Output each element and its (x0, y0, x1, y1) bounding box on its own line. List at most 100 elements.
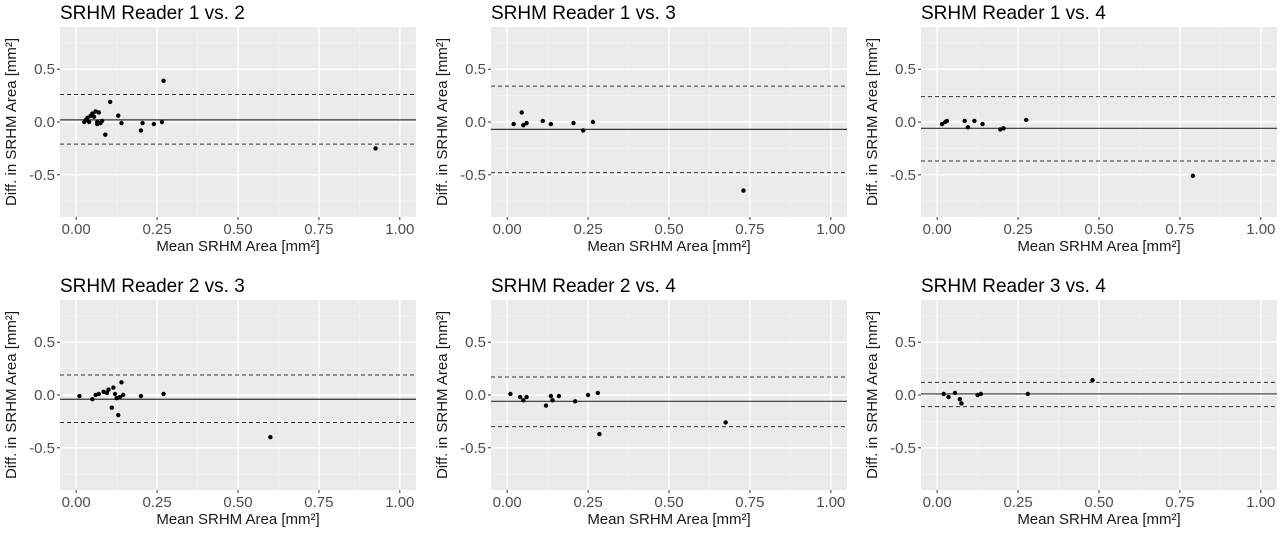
data-point (77, 393, 82, 399)
data-point (151, 121, 157, 127)
x-tick-label: 0.25 (142, 494, 171, 511)
x-tick-label: 0.50 (1084, 221, 1113, 238)
chart-panel: SRHM Reader 2 vs. 4 0.00 0.25 0.50 0.75 1.00 -… (434, 276, 847, 528)
x-axis-label: Mean SRHM Area [mm²] (156, 511, 319, 528)
data-point (571, 120, 576, 126)
y-axis-label: Diff. in SRHM Area [mm²] (3, 38, 20, 206)
x-tick-label: 0.75 (304, 221, 333, 238)
x-tick-label: 0.25 (1003, 494, 1032, 511)
y-tick-label: -0.5 (890, 167, 916, 184)
data-point (944, 118, 950, 124)
x-tick-label: 1.00 (816, 221, 845, 238)
panel-title: SRHM Reader 1 vs. 3 (491, 3, 676, 24)
data-point (109, 405, 114, 410)
x-tick-label: 0.00 (493, 494, 522, 511)
x-tick-label: 1.00 (385, 221, 414, 238)
x-tick-label: 1.00 (1246, 494, 1275, 511)
data-point (138, 128, 144, 133)
panel-title: SRHM Reader 1 vs. 2 (60, 3, 245, 24)
y-axis-label: Diff. in SRHM Area [mm²] (864, 38, 881, 206)
y-tick-label: 0.0 (895, 387, 916, 404)
data-point (1001, 126, 1006, 131)
y-tick-label: 0.5 (895, 334, 916, 351)
data-point (140, 120, 145, 126)
panel-title: SRHM Reader 2 vs. 3 (60, 276, 245, 297)
data-point (519, 110, 524, 115)
data-point (521, 122, 526, 128)
x-tick-label: 0.75 (1165, 494, 1194, 511)
y-tick-label: 0.5 (465, 334, 486, 351)
y-tick-label: 0.5 (34, 334, 55, 351)
data-point (939, 121, 945, 127)
data-point (952, 390, 958, 396)
x-tick-label: 0.25 (1003, 221, 1032, 238)
data-point (103, 132, 108, 137)
x-tick-label: 0.75 (304, 494, 333, 511)
data-point (106, 387, 111, 392)
data-point (957, 397, 963, 402)
y-tick-label: -0.5 (29, 167, 55, 184)
y-tick-label: 0.5 (34, 61, 55, 78)
data-point (119, 380, 124, 385)
x-tick-label: 0.50 (223, 494, 252, 511)
data-point (741, 188, 746, 193)
data-point (96, 391, 102, 397)
data-point (85, 115, 90, 120)
data-point (138, 393, 144, 399)
x-tick-label: 0.00 (62, 494, 91, 511)
data-point (508, 391, 513, 397)
data-point (373, 146, 378, 151)
y-tick-label: 0.0 (34, 114, 55, 131)
x-axis-label: Mean SRHM Area [mm²] (156, 238, 319, 255)
y-axis-label: Diff. in SRHM Area [mm²] (434, 38, 451, 206)
x-tick-label: 0.50 (1084, 494, 1113, 511)
data-point (524, 120, 529, 126)
x-axis-label: Mean SRHM Area [mm²] (587, 238, 750, 255)
x-tick-label: 0.25 (142, 221, 171, 238)
x-tick-label: 1.00 (816, 494, 845, 511)
data-point (548, 121, 554, 127)
x-tick-label: 0.50 (654, 494, 683, 511)
panel-title: SRHM Reader 3 vs. 4 (921, 276, 1106, 297)
y-tick-label: -0.5 (460, 167, 486, 184)
data-point (572, 399, 578, 404)
data-point (946, 394, 951, 400)
data-point (159, 119, 165, 125)
y-tick-label: 0.0 (895, 114, 916, 131)
chart-panel: SRHM Reader 1 vs. 4 0.00 0.25 0.50 0.75 1.00 -… (864, 3, 1277, 255)
y-tick-label: -0.5 (29, 440, 55, 457)
x-tick-label: 1.00 (385, 494, 414, 511)
x-axis-label: Mean SRHM Area [mm²] (1017, 238, 1180, 255)
x-tick-label: 0.25 (573, 494, 602, 511)
data-point (965, 125, 971, 130)
y-axis-label: Diff. in SRHM Area [mm²] (3, 311, 20, 479)
x-tick-label: 0.00 (923, 221, 952, 238)
x-axis-label: Mean SRHM Area [mm²] (1017, 511, 1180, 528)
y-tick-label: -0.5 (460, 440, 486, 457)
x-tick-label: 0.25 (573, 221, 602, 238)
x-tick-label: 0.75 (735, 221, 764, 238)
y-tick-label: 0.0 (465, 114, 486, 131)
data-point (107, 99, 113, 105)
x-tick-label: 0.00 (923, 494, 952, 511)
x-tick-label: 0.50 (654, 221, 683, 238)
data-point (116, 113, 121, 118)
y-tick-label: 0.0 (465, 387, 486, 404)
data-point (1025, 391, 1031, 397)
data-point (540, 118, 545, 124)
data-point (543, 403, 549, 408)
x-tick-label: 0.00 (62, 221, 91, 238)
y-axis-label: Diff. in SRHM Area [mm²] (434, 311, 451, 479)
data-point (90, 397, 95, 402)
data-point (117, 394, 123, 400)
data-point (112, 391, 118, 397)
data-point (962, 118, 967, 124)
data-point (548, 393, 554, 399)
y-tick-label: 0.0 (34, 387, 55, 404)
data-point (941, 391, 946, 397)
chart-panel: SRHM Reader 1 vs. 2 0.00 0.25 0.50 0.75 1.00 -… (3, 3, 416, 255)
data-point (91, 114, 97, 119)
x-tick-label: 0.00 (493, 221, 522, 238)
data-point (268, 435, 273, 440)
data-point (723, 420, 728, 425)
